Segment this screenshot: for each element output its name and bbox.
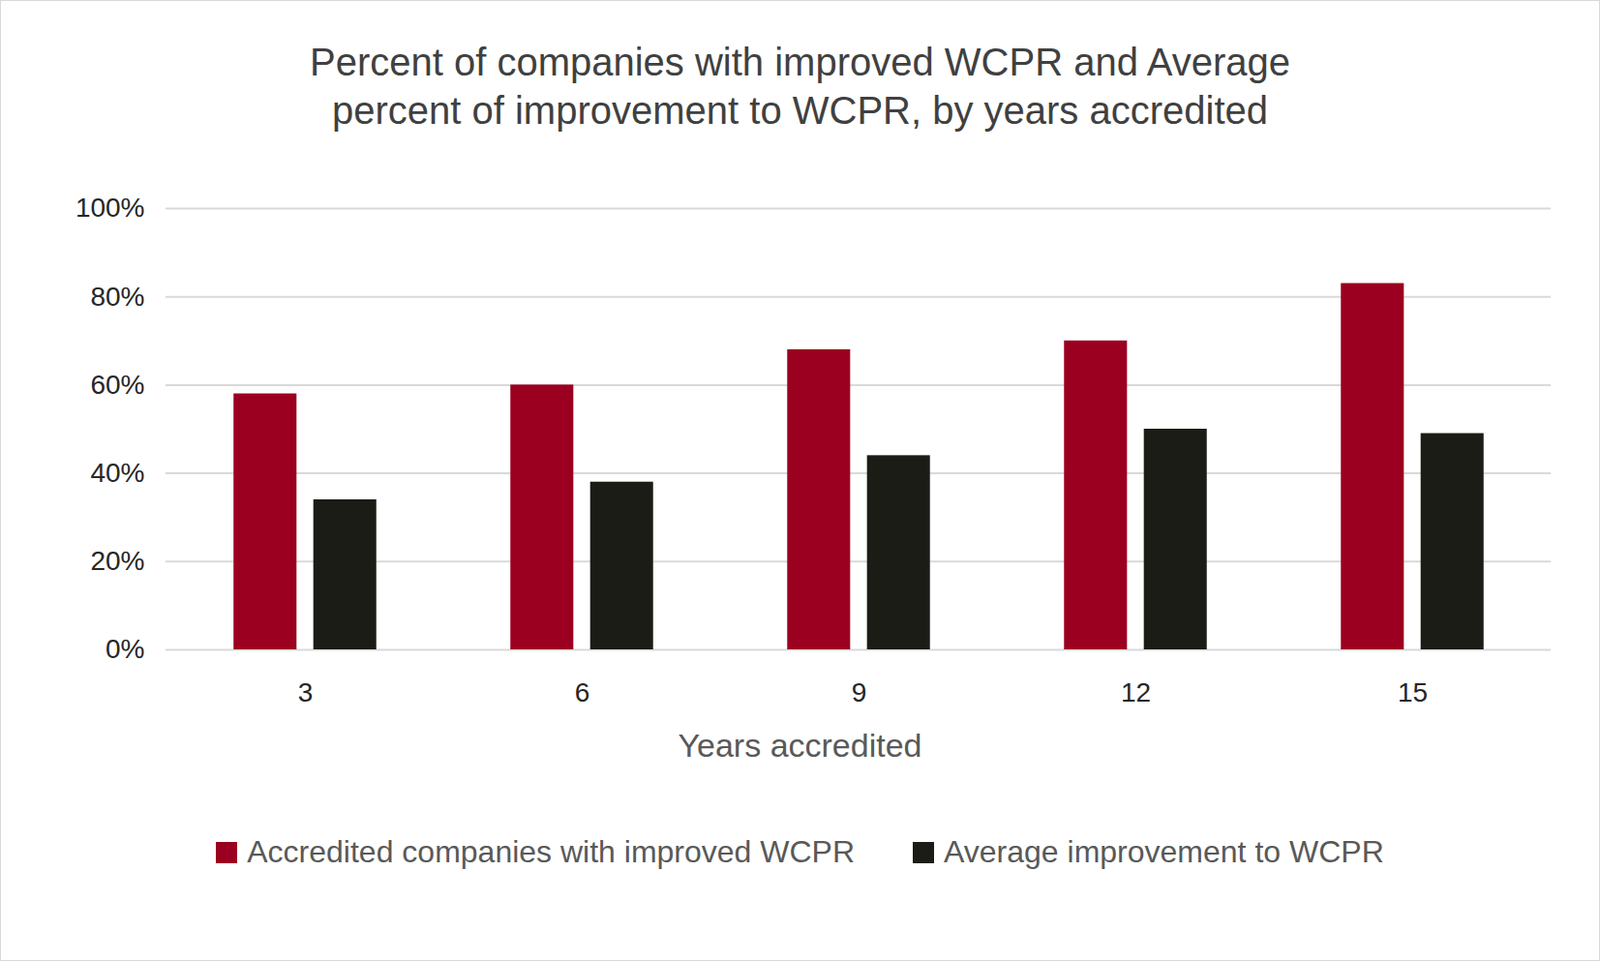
svg-text:15: 15 [1397,677,1428,708]
svg-text:20%: 20% [90,545,145,576]
html-text:Accredited companies with impr: Accredited companies with improved WCPR [247,834,855,870]
svg-text:100%: 100% [75,192,146,223]
svg-text:12: 12 [1120,677,1151,708]
html-text:Percent of companies with impr: Percent of companies with improved WCPR … [309,40,1291,132]
html-text:Years accredited: Years accredited [678,726,922,764]
svg-text:9: 9 [851,677,868,708]
svg-text:40%: 40% [90,457,145,488]
svg-text:3: 3 [298,677,314,708]
svg-text:80%: 80% [90,281,145,312]
svg-text:6: 6 [574,677,591,708]
html-text:Average improvement to WCPR: Average improvement to WCPR [943,834,1384,870]
svg-text:0%: 0% [105,633,145,665]
svg-text:60%: 60% [90,369,145,400]
